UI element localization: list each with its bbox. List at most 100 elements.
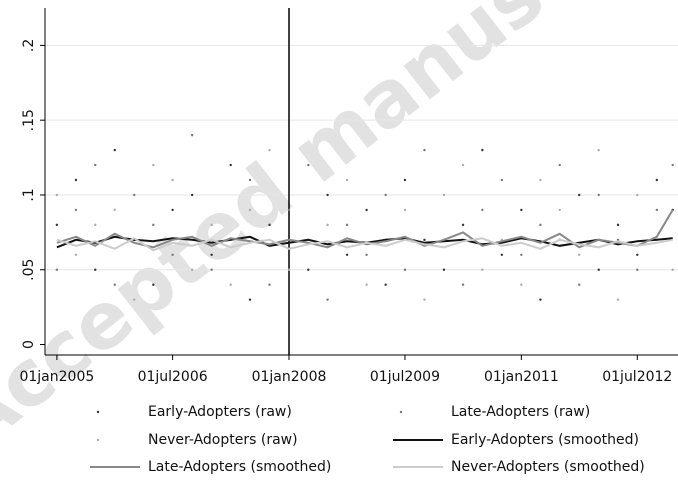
raw-point: [636, 253, 639, 256]
raw-point: [671, 163, 674, 167]
raw-point: [94, 163, 97, 167]
raw-point: [113, 208, 116, 212]
raw-point: [74, 178, 78, 182]
y-tick-label: .05: [21, 259, 37, 281]
x-tick-label: 01jan2008: [252, 369, 327, 385]
raw-point: [578, 283, 581, 286]
raw-point: [94, 268, 97, 271]
raw-point: [384, 283, 387, 286]
raw-point: [326, 223, 329, 227]
raw-point: [55, 268, 59, 271]
legend-label: Never-Adopters (smoothed): [451, 459, 645, 475]
raw-point: [190, 193, 194, 197]
legend-label: Early-Adopters (smoothed): [451, 432, 639, 448]
raw-point: [133, 298, 136, 301]
raw-point: [171, 253, 174, 256]
raw-point: [307, 268, 310, 271]
raw-point: [539, 298, 542, 301]
raw-point: [307, 163, 310, 167]
x-tick-label: 01jan2011: [484, 369, 559, 385]
raw-point: [520, 208, 523, 212]
raw-point: [210, 223, 213, 227]
raw-point: [616, 298, 620, 301]
legend-marker: [96, 438, 100, 442]
raw-point: [655, 178, 659, 182]
raw-point: [616, 223, 620, 227]
legend-marker: [96, 410, 100, 414]
raw-point: [113, 148, 116, 152]
raw-point: [287, 208, 291, 212]
raw-point: [578, 253, 581, 256]
raw-point: [520, 253, 523, 256]
legend-label: Never-Adopters (raw): [148, 432, 298, 448]
raw-point: [365, 253, 368, 256]
raw-point: [636, 193, 639, 197]
raw-point: [345, 253, 349, 256]
raw-point: [248, 178, 252, 182]
raw-point: [539, 178, 542, 182]
raw-point: [461, 163, 465, 167]
raw-point: [520, 283, 523, 286]
raw-point: [403, 208, 407, 212]
raw-point: [74, 253, 78, 256]
raw-point: [597, 148, 600, 152]
raw-point: [461, 223, 465, 227]
raw-point: [423, 148, 426, 152]
raw-point: [152, 223, 155, 227]
raw-point: [55, 223, 59, 227]
raw-point: [133, 193, 136, 197]
raw-point: [326, 298, 329, 301]
raw-point: [171, 208, 174, 212]
raw-point: [345, 178, 349, 182]
raw-point: [500, 178, 504, 182]
raw-point: [636, 268, 639, 271]
raw-point: [345, 223, 349, 227]
raw-point: [94, 223, 97, 227]
legend-label: Early-Adopters (raw): [148, 404, 292, 420]
raw-point: [190, 268, 194, 271]
y-tick-label: .15: [21, 109, 37, 131]
y-tick-label: .1: [21, 188, 37, 201]
smoothed-line: [56, 237, 673, 252]
raw-point: [461, 283, 465, 286]
raw-point: [481, 148, 484, 152]
watermark: Accepted manuscript: [0, 0, 678, 468]
raw-point: [229, 163, 232, 167]
raw-point: [423, 238, 426, 242]
raw-point: [365, 283, 368, 286]
raw-point: [152, 163, 155, 167]
raw-point: [326, 193, 329, 197]
raw-point: [558, 208, 561, 212]
raw-point: [268, 148, 271, 152]
raw-point: [442, 193, 446, 197]
raw-point: [268, 223, 271, 227]
raw-point: [481, 268, 484, 271]
raw-point: [481, 208, 484, 212]
raw-point: [539, 223, 542, 227]
raw-point: [229, 283, 232, 286]
raw-point: [190, 133, 194, 137]
raw-point: [287, 268, 291, 271]
raw-point: [578, 193, 581, 197]
y-tick-label: 0: [21, 340, 37, 349]
raw-point: [74, 208, 78, 212]
legend-label: Late-Adopters (smoothed): [148, 459, 331, 475]
raw-point: [152, 283, 155, 286]
raw-point: [113, 283, 116, 286]
raw-point: [210, 268, 213, 271]
raw-point: [597, 193, 600, 197]
raw-point: [442, 268, 446, 271]
raw-point: [210, 253, 213, 256]
x-tick-label: 01jul2012: [602, 369, 672, 385]
raw-point: [500, 253, 504, 256]
legend-marker: [399, 410, 403, 414]
x-tick-label: 01jul2009: [370, 369, 440, 385]
raw-point: [248, 208, 252, 212]
raw-point: [248, 298, 252, 301]
raw-point: [558, 163, 561, 167]
raw-point: [423, 298, 426, 301]
x-tick-label: 01jan2005: [19, 369, 94, 385]
raw-point: [365, 208, 368, 212]
